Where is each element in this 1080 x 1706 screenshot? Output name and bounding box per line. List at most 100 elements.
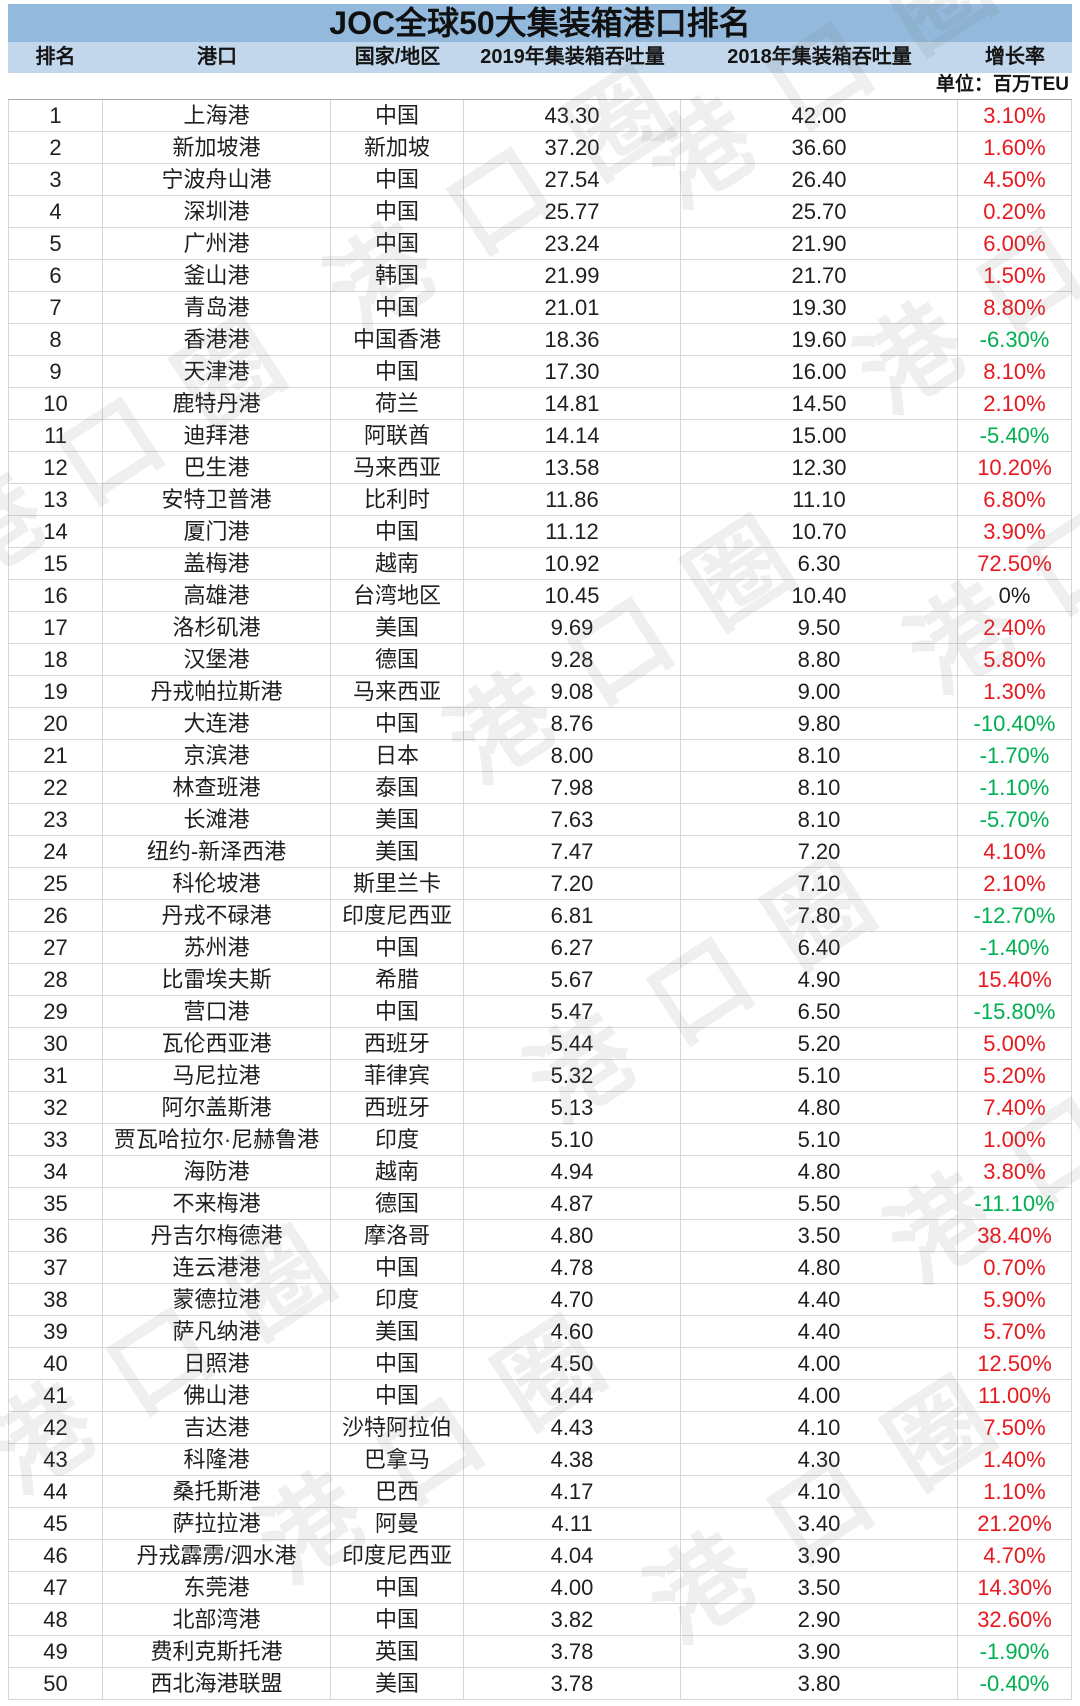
cell-port: 蒙德拉港 [103, 1284, 331, 1316]
cell-rank: 18 [8, 644, 103, 676]
cell-vol-2018: 8.10 [681, 740, 958, 772]
cell-growth: -15.80% [958, 996, 1072, 1028]
cell-rank: 16 [8, 580, 103, 612]
cell-growth: 7.50% [958, 1412, 1072, 1444]
cell-country: 越南 [331, 1156, 464, 1188]
page-title: JOC全球50大集装箱港口排名 [8, 4, 1072, 42]
cell-port: 贾瓦哈拉尔·尼赫鲁港 [103, 1124, 331, 1156]
cell-port: 纽约-新泽西港 [103, 836, 331, 868]
cell-country: 越南 [331, 548, 464, 580]
cell-port: 萨拉拉港 [103, 1508, 331, 1540]
cell-vol-2018: 7.80 [681, 900, 958, 932]
table-row: 27 苏州港 中国 6.27 6.40 -1.40% [8, 932, 1072, 964]
cell-growth: 3.80% [958, 1156, 1072, 1188]
cell-vol-2019: 7.20 [464, 868, 681, 900]
cell-growth: 1.60% [958, 132, 1072, 164]
cell-country: 台湾地区 [331, 580, 464, 612]
column-header-rank: 排名 [35, 46, 76, 68]
cell-country: 中国 [331, 516, 464, 548]
cell-growth: 1.50% [958, 260, 1072, 292]
cell-vol-2019: 4.04 [464, 1540, 681, 1572]
cell-vol-2019: 21.01 [464, 292, 681, 324]
table-row: 21 京滨港 日本 8.00 8.10 -1.70% [8, 740, 1072, 772]
cell-port: 日照港 [103, 1348, 331, 1380]
unit-note: 单位：百万TEU [8, 73, 1072, 100]
cell-port: 苏州港 [103, 932, 331, 964]
cell-port: 广州港 [103, 228, 331, 260]
table-row: 36 丹吉尔梅德港 摩洛哥 4.80 3.50 38.40% [8, 1220, 1072, 1252]
cell-country: 阿曼 [331, 1508, 464, 1540]
cell-vol-2018: 8.80 [681, 644, 958, 676]
cell-vol-2018: 6.50 [681, 996, 958, 1028]
cell-vol-2019: 9.08 [464, 676, 681, 708]
cell-rank: 24 [8, 836, 103, 868]
table-row: 14 厦门港 中国 11.12 10.70 3.90% [8, 516, 1072, 548]
cell-vol-2019: 27.54 [464, 164, 681, 196]
cell-rank: 9 [8, 356, 103, 388]
table-row: 23 长滩港 美国 7.63 8.10 -5.70% [8, 804, 1072, 836]
table-row: 19 丹戎帕拉斯港 马来西亚 9.08 9.00 1.30% [8, 676, 1072, 708]
table-row: 25 科伦坡港 斯里兰卡 7.20 7.10 2.10% [8, 868, 1072, 900]
cell-vol-2018: 15.00 [681, 420, 958, 452]
cell-rank: 48 [8, 1604, 103, 1636]
cell-vol-2018: 19.30 [681, 292, 958, 324]
cell-vol-2018: 36.60 [681, 132, 958, 164]
cell-vol-2018: 4.00 [681, 1348, 958, 1380]
cell-vol-2019: 25.77 [464, 196, 681, 228]
cell-vol-2018: 19.60 [681, 324, 958, 356]
table-row: 2 新加坡港 新加坡 37.20 36.60 1.60% [8, 132, 1072, 164]
cell-country: 中国 [331, 1380, 464, 1412]
table-row: 4 深圳港 中国 25.77 25.70 0.20% [8, 196, 1072, 228]
table-row: 50 西北海港联盟 美国 3.78 3.80 -0.40% [8, 1668, 1072, 1700]
cell-rank: 40 [8, 1348, 103, 1380]
table-row: 30 瓦伦西亚港 西班牙 5.44 5.20 5.00% [8, 1028, 1072, 1060]
cell-country: 马来西亚 [331, 452, 464, 484]
cell-vol-2018: 3.50 [681, 1572, 958, 1604]
cell-vol-2018: 3.50 [681, 1220, 958, 1252]
cell-port: 瓦伦西亚港 [103, 1028, 331, 1060]
cell-vol-2018: 5.50 [681, 1188, 958, 1220]
cell-rank: 30 [8, 1028, 103, 1060]
table-row: 18 汉堡港 德国 9.28 8.80 5.80% [8, 644, 1072, 676]
cell-vol-2019: 4.50 [464, 1348, 681, 1380]
cell-growth: 21.20% [958, 1508, 1072, 1540]
cell-rank: 3 [8, 164, 103, 196]
cell-vol-2018: 7.20 [681, 836, 958, 868]
cell-growth: 7.40% [958, 1092, 1072, 1124]
cell-vol-2019: 18.36 [464, 324, 681, 356]
cell-rank: 12 [8, 452, 103, 484]
cell-country: 斯里兰卡 [331, 868, 464, 900]
cell-port: 香港港 [103, 324, 331, 356]
cell-port: 费利克斯托港 [103, 1636, 331, 1668]
cell-growth: 8.80% [958, 292, 1072, 324]
table-row: 26 丹戎不碌港 印度尼西亚 6.81 7.80 -12.70% [8, 900, 1072, 932]
cell-vol-2019: 17.30 [464, 356, 681, 388]
cell-vol-2019: 4.17 [464, 1476, 681, 1508]
cell-rank: 25 [8, 868, 103, 900]
cell-vol-2019: 8.00 [464, 740, 681, 772]
table-row: 24 纽约-新泽西港 美国 7.47 7.20 4.10% [8, 836, 1072, 868]
table-row: 5 广州港 中国 23.24 21.90 6.00% [8, 228, 1072, 260]
cell-port: 不来梅港 [103, 1188, 331, 1220]
cell-country: 中国 [331, 1252, 464, 1284]
cell-growth: 0.20% [958, 196, 1072, 228]
cell-port: 鹿特丹港 [103, 388, 331, 420]
cell-growth: 2.40% [958, 612, 1072, 644]
cell-rank: 8 [8, 324, 103, 356]
cell-vol-2018: 3.80 [681, 1668, 958, 1700]
cell-vol-2019: 4.11 [464, 1508, 681, 1540]
cell-vol-2019: 5.32 [464, 1060, 681, 1092]
cell-growth: -6.30% [958, 324, 1072, 356]
cell-growth: 5.70% [958, 1316, 1072, 1348]
cell-growth: 4.50% [958, 164, 1072, 196]
cell-port: 深圳港 [103, 196, 331, 228]
cell-port: 萨凡纳港 [103, 1316, 331, 1348]
cell-growth: -11.10% [958, 1188, 1072, 1220]
cell-growth: 11.00% [958, 1380, 1072, 1412]
cell-growth: -0.40% [958, 1668, 1072, 1700]
cell-country: 新加坡 [331, 132, 464, 164]
cell-vol-2019: 7.98 [464, 772, 681, 804]
cell-vol-2019: 5.44 [464, 1028, 681, 1060]
cell-vol-2018: 10.40 [681, 580, 958, 612]
table-row: 48 北部湾港 中国 3.82 2.90 32.60% [8, 1604, 1072, 1636]
